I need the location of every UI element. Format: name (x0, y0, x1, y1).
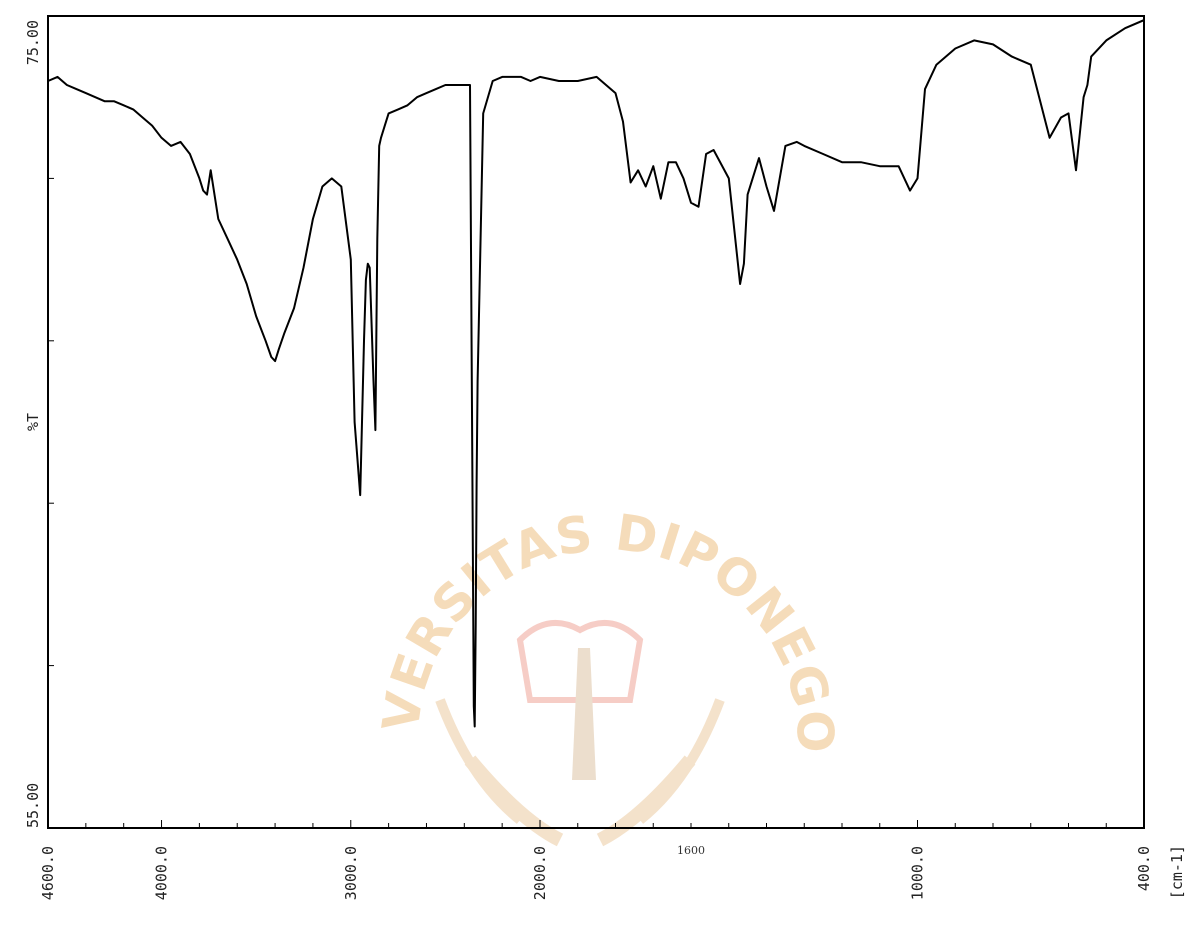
x-tick-label: 2000.0 (531, 846, 549, 900)
plot-frame (47, 15, 1145, 829)
y-tick-label-top: 75.00 (24, 20, 42, 65)
watermark-text: UNIVERSITAS DIPONEGORO (0, 0, 844, 755)
handwritten-annotation: 1600 (677, 844, 705, 857)
x-tick-label: 400.0 (1135, 846, 1153, 891)
x-axis-unit: [cm-1] (1168, 845, 1186, 899)
x-tick-label: 4000.0 (153, 846, 171, 900)
x-tick-label: 1000.0 (909, 846, 927, 900)
x-tick-labels: 4600.0 4000.0 3000.0 2000.0 1000.0 400.0 (39, 846, 1153, 900)
y-axis-title: %T (24, 413, 42, 431)
x-tick-label: 3000.0 (342, 846, 360, 900)
y-tick-label-bottom: 55.00 (24, 783, 42, 828)
transmittance-series-line (47, 19, 1145, 728)
x-tick-label: 4600.0 (39, 846, 57, 900)
minor-tick-marks (47, 177, 1145, 828)
university-seal-watermark: UNIVERSITAS DIPONEGORO (0, 0, 844, 847)
